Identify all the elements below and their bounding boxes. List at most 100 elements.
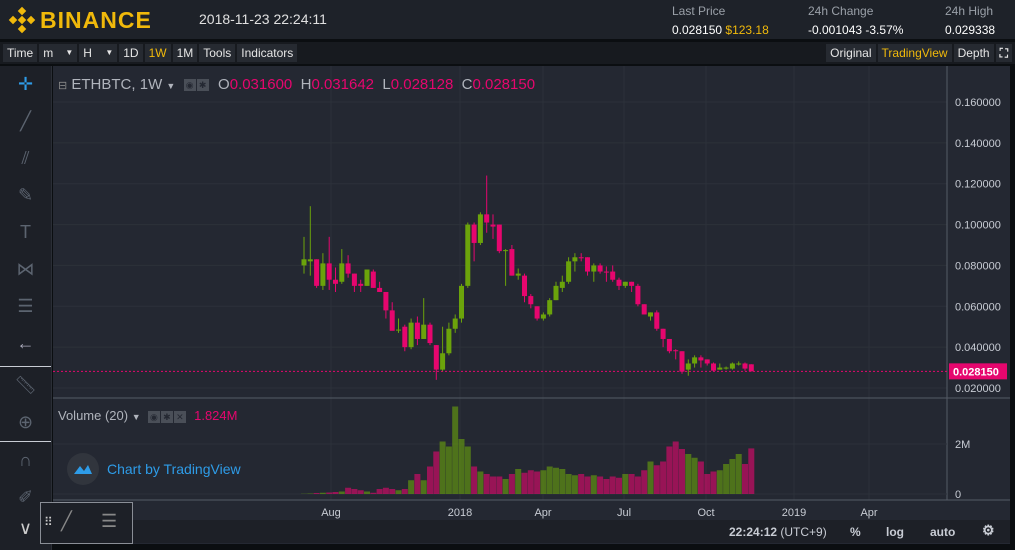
eye-icon[interactable]: ◉	[183, 79, 196, 92]
volume-bar	[660, 461, 667, 494]
volume-bar	[420, 480, 427, 494]
candle-body	[320, 263, 326, 286]
volume-bar	[666, 446, 673, 494]
tradingview-watermark[interactable]: Chart by TradingView	[67, 453, 241, 485]
lock-pencil-icon[interactable]: ✐	[17, 487, 34, 507]
percent-toggle[interactable]: %	[850, 525, 861, 539]
back-arrow-icon[interactable]: ←	[16, 333, 35, 353]
candlestick-chart[interactable]: 0.160000 0.140000 0.120000 0.100000 0.080000…	[53, 66, 1010, 544]
settings-icon[interactable]: ✱	[196, 79, 209, 92]
text-icon[interactable]: T	[20, 222, 31, 242]
volume-bar	[628, 474, 635, 494]
price-tick-label: 0.060000	[955, 301, 1001, 313]
ruler-icon[interactable]: 📏︎	[14, 375, 37, 395]
drag-handle-icon[interactable]: ⠿	[44, 515, 53, 529]
candle-body	[339, 263, 345, 282]
tradingview-logo-icon	[67, 453, 99, 485]
pitchfork-icon[interactable]: ⫽	[21, 148, 30, 168]
binance-logo[interactable]: BINANCE	[8, 6, 152, 34]
volume-bar	[584, 476, 591, 494]
candle-body	[585, 257, 590, 272]
volume-bar	[496, 476, 503, 494]
brush-icon[interactable]: ✎	[17, 185, 34, 205]
open-label: O	[218, 76, 230, 93]
trend-line-icon[interactable]: ╱	[20, 111, 31, 131]
settings-gear-icon[interactable]: ⚙	[982, 522, 995, 538]
zoom-in-icon[interactable]: ⊕	[17, 412, 34, 432]
candle-body	[603, 271, 609, 273]
indicators-button[interactable]: Indicators	[237, 44, 298, 62]
candle-body	[534, 306, 540, 319]
interval-1m[interactable]: 1M	[172, 44, 198, 62]
volume-bar	[578, 474, 585, 494]
minutes-select[interactable]: m ▼	[39, 44, 78, 62]
candle-body	[540, 314, 546, 319]
bottom-bar: 22:24:12 (UTC+9) % log auto ⚙	[53, 520, 1010, 543]
tools-button[interactable]: Tools	[199, 44, 236, 62]
price-tick-label: 0.020000	[955, 383, 1001, 395]
price-tick-label: 0.100000	[955, 220, 1001, 232]
volume-bar	[597, 476, 604, 494]
low-value: 0.028128	[390, 76, 454, 93]
magnet-icon[interactable]: ∩	[19, 450, 32, 470]
crosshair-icon[interactable]: ✛	[17, 74, 34, 94]
high-label: 24h High	[945, 4, 994, 18]
low-label: L	[382, 76, 391, 93]
datetime: 2018-11-23 22:24:11	[199, 11, 327, 27]
time-tick-label: 2018	[448, 507, 472, 519]
chart-area[interactable]: 0.160000 0.140000 0.120000 0.100000 0.080000…	[53, 66, 1010, 544]
volume-bar	[735, 454, 742, 494]
candle-body	[629, 281, 635, 286]
candle-body	[692, 357, 698, 364]
chart-legend: ⊟ ETHBTC, 1W ▼ ◉ ✱ O0.031600 H0.031642 L0…	[58, 76, 536, 93]
line-tool-icon[interactable]: ╱	[61, 511, 72, 531]
interval-1d[interactable]: 1D	[119, 44, 143, 62]
close-icon[interactable]: ✕	[173, 410, 186, 423]
volume-bar	[464, 446, 471, 494]
volume-bar	[704, 474, 711, 494]
candle-body	[698, 357, 704, 361]
last-price-value: 0.028150	[672, 23, 723, 37]
tradingview-button[interactable]: TradingView	[877, 44, 952, 62]
depth-button[interactable]: Depth	[953, 44, 994, 62]
candle-body	[591, 265, 597, 272]
fullscreen-icon[interactable]: ⛶	[995, 44, 1012, 62]
volume-value: 1.824M	[194, 408, 238, 423]
candle-body	[503, 250, 509, 252]
high-value: 0.029338	[945, 23, 996, 37]
log-toggle[interactable]: log	[886, 525, 904, 539]
price-tick-label: 0.080000	[955, 260, 1001, 272]
candle-body	[509, 249, 515, 276]
time-tick-label: Jul	[617, 507, 631, 519]
candle-body	[717, 367, 723, 370]
eye-icon[interactable]: ◉	[147, 410, 160, 423]
volume-bar	[364, 491, 370, 494]
volume-bar	[471, 466, 478, 494]
candle-body	[452, 318, 458, 329]
settings-icon[interactable]: ✱	[160, 410, 173, 423]
time-button[interactable]: Time	[3, 44, 38, 62]
auto-toggle[interactable]: auto	[930, 525, 956, 539]
pattern-icon[interactable]: ⋈	[16, 259, 35, 279]
hours-select[interactable]: H ▼	[79, 44, 118, 62]
original-view-button[interactable]: Original	[826, 44, 876, 62]
candle-body	[635, 285, 641, 305]
volume-bar	[546, 466, 553, 494]
fib-tool-icon[interactable]: ☰	[101, 511, 118, 531]
candle-body	[566, 261, 572, 282]
candle-body	[578, 257, 584, 259]
volume-label[interactable]: Volume (20)	[58, 408, 129, 423]
volume-bar	[401, 489, 408, 494]
candle-body	[547, 300, 553, 315]
collapse-chevron-icon[interactable]: ∨	[18, 517, 33, 538]
interval-1w[interactable]: 1W	[144, 44, 171, 62]
close-label: C	[461, 76, 473, 93]
last-price-label: Last Price	[672, 4, 726, 18]
price-tick-label: 0.120000	[955, 179, 1001, 191]
symbol-label[interactable]: ETHBTC, 1W	[71, 76, 163, 93]
change-abs: -0.001043	[808, 23, 863, 37]
prediction-icon[interactable]: ☰	[17, 296, 34, 316]
drawing-toolbar-float[interactable]: ⠿ ╱ ☰	[40, 502, 133, 544]
time-tick-label: Oct	[697, 507, 714, 519]
last-price-usd: $123.18	[725, 23, 769, 37]
